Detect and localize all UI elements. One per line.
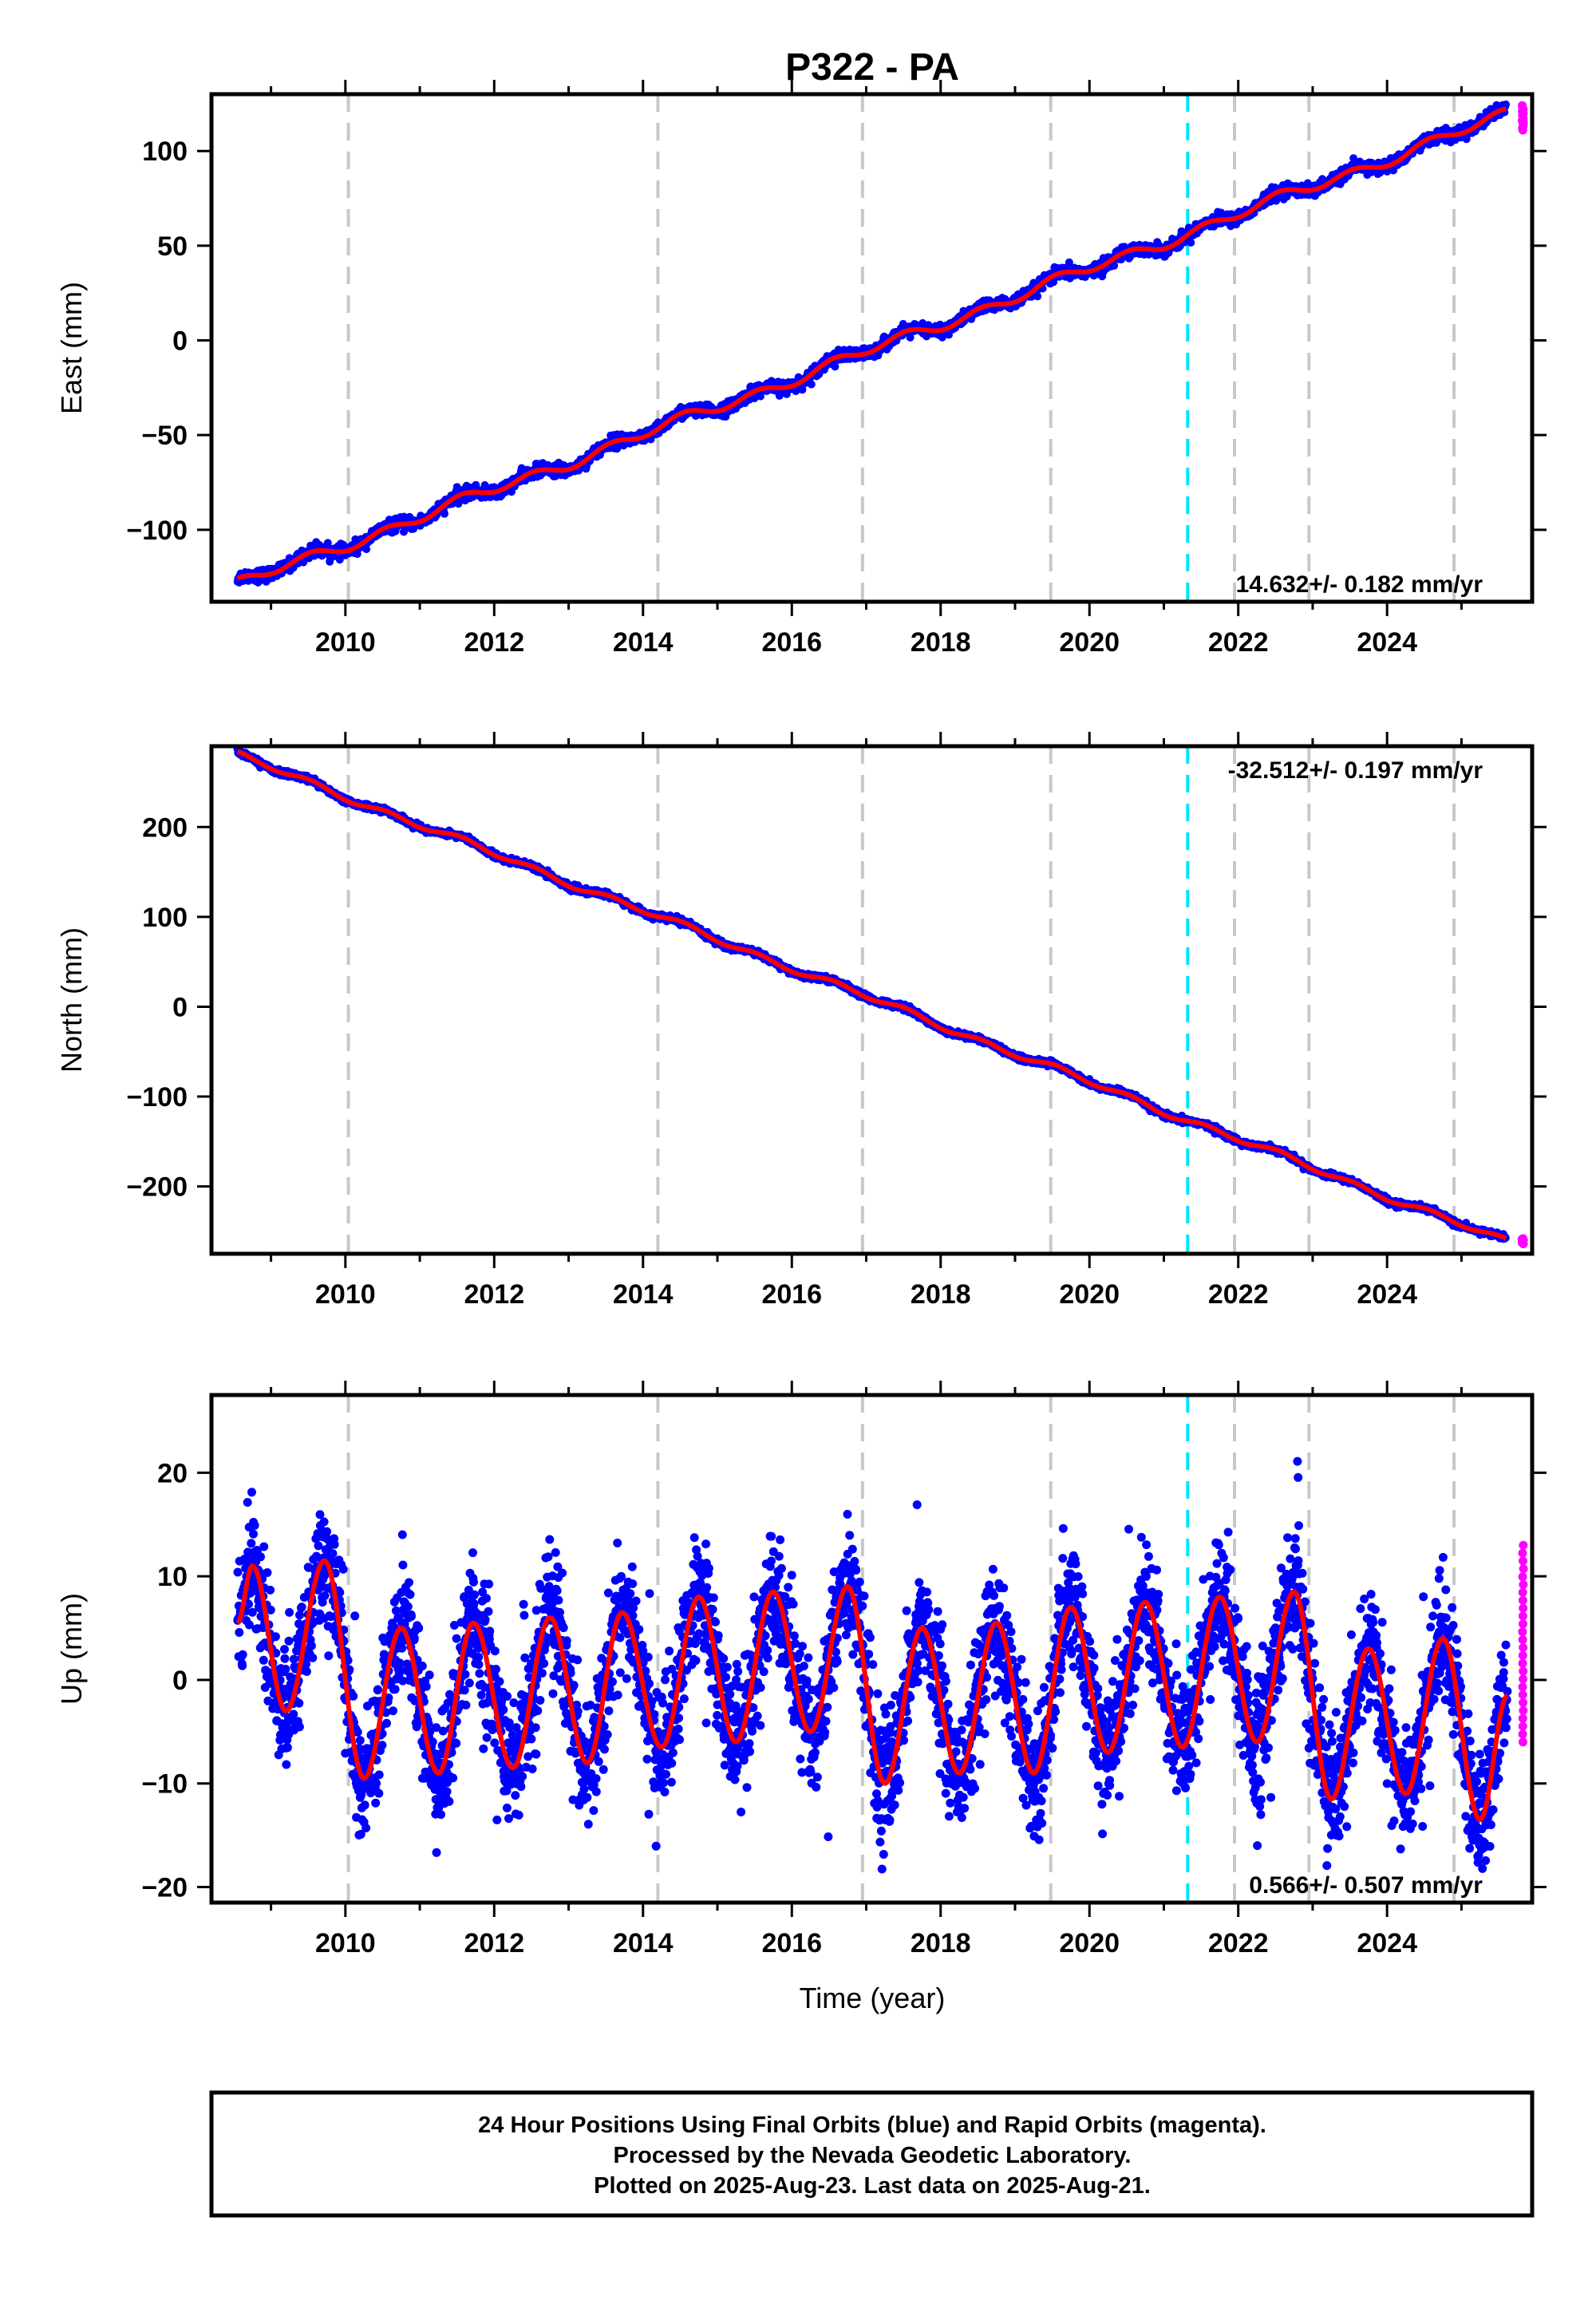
x-tick-label: 2016 (761, 627, 822, 658)
data-point (1502, 100, 1510, 109)
data-point (807, 380, 816, 389)
data-point (454, 500, 463, 508)
east-panel: 2010 2012 2014 2016 2018 2020 2022 2024 −100 −50 0… (55, 80, 1547, 658)
x-tick-label: 2024 (1357, 627, 1417, 658)
data-point (831, 362, 839, 371)
x-tick-label: 2020 (1059, 627, 1120, 658)
y-tick-label: 50 (157, 231, 188, 262)
data-point (440, 509, 448, 518)
data-point (1349, 154, 1358, 163)
y-tick-label: 0 (172, 326, 188, 357)
y-tick-label: 100 (142, 136, 188, 167)
data-point (1187, 239, 1195, 247)
y-tick-label: −100 (126, 516, 188, 546)
x-tick-label: 2012 (464, 627, 524, 658)
rapid-orbit-points (1517, 101, 1528, 135)
x-tick-label: 2022 (1208, 627, 1269, 658)
x-tick-label: 2014 (613, 627, 674, 658)
rate-label: 14.632+/- 0.182 mm/yr (1236, 571, 1483, 598)
data-point (1110, 261, 1119, 270)
data-point (362, 545, 371, 554)
figure-title: P322 - PA (785, 46, 959, 89)
north-panel: 2010 2012 2014 2016 2018 2020 2022 2024−200−100… (55, 732, 1547, 1310)
x-tick-label: 2018 (911, 627, 971, 658)
y-tick-label: −50 (141, 421, 188, 451)
model-curve (236, 106, 1507, 581)
rapid-point (1518, 101, 1527, 110)
final-orbit-points (233, 746, 1510, 1243)
x-tick-label: 2010 (315, 627, 376, 658)
final-orbit-points (233, 100, 1510, 587)
plot-frame (209, 92, 1535, 604)
data-point (1033, 292, 1042, 301)
y-axis-label: East (mm) (55, 282, 88, 414)
